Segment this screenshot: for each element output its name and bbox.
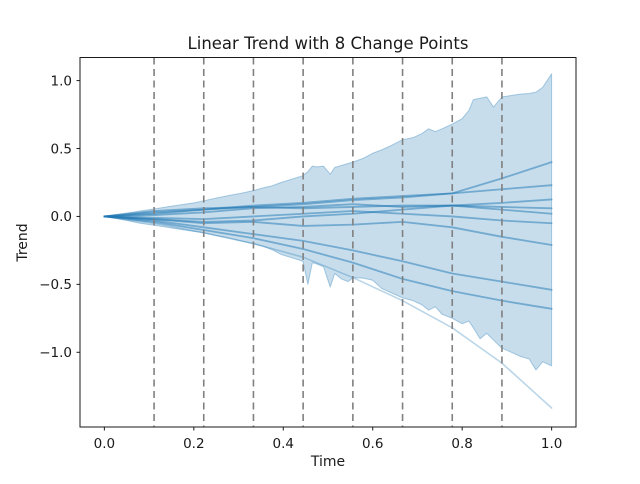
y-axis-label: Trend: [15, 223, 31, 262]
x-tick-label: 1.0: [541, 436, 562, 452]
sample-3-line: [103, 198, 553, 218]
plot-area: 0.0 0.2 0.4 0.6 0.8 1.0 1.0 0.5 0.0 −0.5 −1.0: [39, 57, 577, 452]
y-tick-label: −1.0: [39, 345, 72, 361]
sample-7-line: [103, 215, 553, 246]
x-tick-label: 0.6: [362, 436, 383, 452]
sample-10-line: [103, 215, 553, 409]
sample-6-line: [103, 210, 553, 225]
sample-2-line: [103, 184, 553, 218]
x-tick-label: 0.0: [94, 436, 115, 452]
y-tick-label: 0.0: [51, 209, 72, 225]
x-axis-label: Time: [310, 454, 345, 470]
x-tick-label: 0.4: [273, 436, 294, 452]
y-tick-label: −0.5: [39, 277, 72, 293]
sample-8-line: [103, 215, 553, 291]
sample-9-line: [103, 215, 553, 310]
sample-4-line: [103, 203, 553, 218]
x-tick-label: 0.2: [183, 436, 204, 452]
y-tick-label: 1.0: [51, 73, 72, 89]
chart-title: Linear Trend with 8 Change Points: [188, 34, 469, 53]
uncertainty-band: [103, 73, 553, 371]
x-tick-label: 0.8: [451, 436, 472, 452]
y-tick-label: 0.5: [51, 141, 72, 157]
axes-spines: [79, 57, 577, 428]
